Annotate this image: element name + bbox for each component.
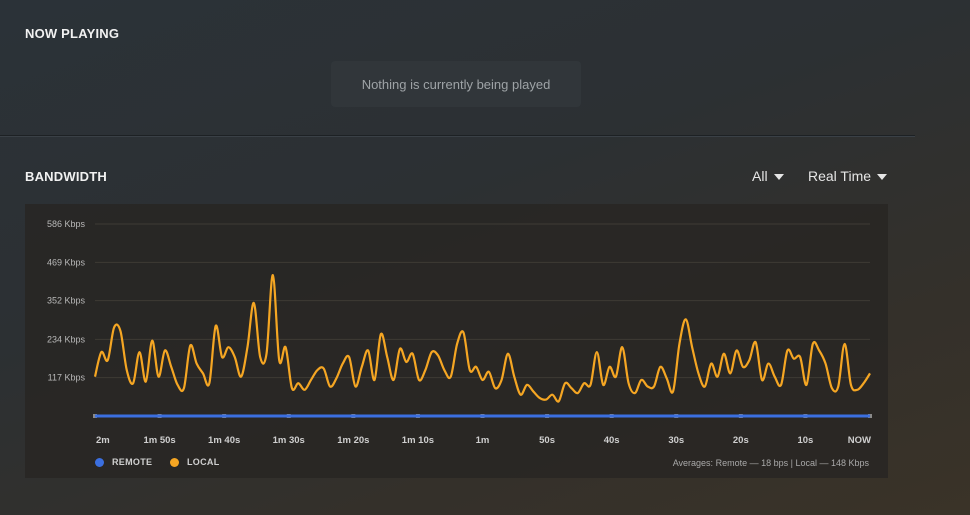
bandwidth-title: BANDWIDTH	[25, 169, 107, 184]
now-playing-empty-message: Nothing is currently being played	[361, 76, 551, 92]
bandwidth-range-label: Real Time	[808, 168, 872, 184]
x-tick-label: 50s	[539, 435, 555, 446]
legend-local-dot	[170, 457, 179, 467]
x-tick-label: 1m 20s	[337, 435, 369, 446]
now-playing-title: NOW PLAYING	[25, 26, 120, 41]
x-tick-label: 1m 30s	[273, 435, 305, 446]
y-tick-label: 117 Kbps	[48, 373, 86, 383]
x-tick-label: 1m 40s	[208, 435, 240, 446]
x-tick-label: 2m	[96, 435, 110, 446]
series-line-local	[93, 274, 871, 403]
x-tick-label: NOW	[848, 435, 871, 446]
x-tick-label: 1m 50s	[143, 435, 175, 446]
legend-remote-label: REMOTE	[112, 457, 153, 467]
chevron-down-icon	[877, 173, 888, 180]
x-tick-label: 1m 10s	[402, 435, 434, 446]
bandwidth-averages: Averages: Remote — 18 bps | Local — 148 …	[672, 458, 869, 468]
x-tick-label: 20s	[733, 435, 749, 446]
x-tick-label: 1m	[476, 435, 490, 446]
y-tick-label: 586 Kbps	[47, 219, 86, 229]
y-tick-label: 234 Kbps	[47, 334, 86, 344]
bandwidth-chart-svg: 117 Kbps 234 Kbps 352 Kbps 469 Kbps 586 Kbps…	[47, 219, 872, 446]
x-tick-label: 40s	[604, 435, 620, 446]
legend-local-label: LOCAL	[187, 457, 220, 467]
bandwidth-chart: 117 Kbps 234 Kbps 352 Kbps 469 Kbps 586 Kbps…	[25, 204, 888, 478]
legend-remote[interactable]: REMOTE	[95, 457, 152, 467]
now-playing-empty-state: Nothing is currently being played	[331, 61, 581, 107]
chevron-down-icon	[773, 173, 784, 180]
bandwidth-filter-label: All	[752, 168, 768, 184]
y-tick-label: 352 Kbps	[47, 296, 86, 306]
legend-local[interactable]: LOCAL	[170, 457, 220, 467]
x-tick-label: 10s	[797, 435, 813, 446]
legend-remote-dot	[95, 457, 104, 467]
bandwidth-range-dropdown[interactable]: Real Time	[808, 168, 888, 184]
y-tick-label: 469 Kbps	[47, 257, 86, 267]
bandwidth-filter-dropdown[interactable]: All	[752, 168, 784, 184]
x-tick-label: 30s	[668, 435, 684, 446]
section-divider	[0, 135, 915, 137]
